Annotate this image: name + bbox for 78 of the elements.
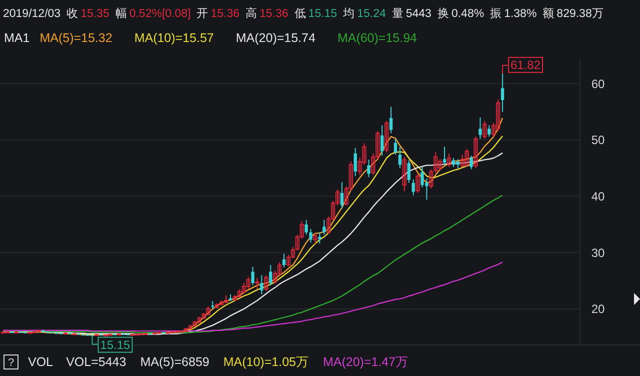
candlestick [246, 276, 250, 290]
y-tick-label: 30 [591, 246, 605, 260]
text: MA(5)=15.32 [40, 31, 112, 45]
text: 1.38% [504, 8, 537, 20]
text: 高 [246, 6, 258, 20]
candlestick [456, 158, 460, 169]
text: 0.48% [451, 8, 484, 20]
candlestick [340, 182, 344, 210]
help-icon: ? [4, 354, 18, 370]
text: 开 [196, 7, 209, 20]
candlestick [398, 146, 402, 169]
candlestick [269, 264, 272, 286]
text: 829.38万 [556, 7, 604, 20]
text: 15.36 [260, 8, 288, 20]
candlestick [482, 120, 487, 140]
candlestick [354, 147, 357, 177]
text: 量 [392, 7, 404, 20]
candlestick [309, 228, 312, 243]
text: MA(20)=1.47万 [322, 355, 409, 369]
text: MA(60)=15.94 [337, 31, 418, 45]
text: 2019/12/03 [3, 8, 61, 20]
text: 61.82 [510, 58, 541, 72]
text: MA(10)=15.57 [134, 31, 214, 45]
candlestick [442, 146, 446, 166]
line-series [2, 194, 504, 334]
y-tick-label: 20 [591, 302, 605, 316]
y-tick-label: 50 [591, 133, 605, 148]
text: 幅 [115, 7, 128, 20]
candlestick [412, 178, 415, 196]
text: 额 [542, 6, 555, 20]
text: 低 [294, 7, 306, 20]
candlestick [367, 159, 370, 178]
candlestick [416, 173, 420, 194]
candlestick [402, 156, 406, 192]
text: 15.24 [357, 8, 386, 20]
candlestick [380, 124, 384, 156]
text: 15.15 [308, 8, 338, 20]
candlestick [318, 232, 322, 244]
candlestick [384, 120, 389, 153]
candlestick [407, 160, 410, 184]
text: 均 [342, 7, 356, 20]
y-tick-label: 40 [591, 190, 605, 204]
candlestick [313, 232, 318, 245]
candlestick [470, 155, 473, 170]
text: 0.52%[0.08] [129, 8, 191, 20]
text: 换 [437, 7, 450, 20]
text: MA(10)=1.05万 [223, 355, 309, 369]
candlestick [251, 266, 254, 286]
candlestick [260, 274, 264, 295]
text: VOL [28, 355, 54, 369]
candlestick [500, 72, 504, 112]
text: 振 [490, 7, 502, 20]
candlestick [282, 253, 286, 268]
text: VOL=5443 [66, 355, 126, 369]
candlestick [446, 153, 452, 168]
text: MA(20)=15.74 [236, 31, 316, 45]
candlestick [255, 277, 260, 290]
candlestick [429, 168, 434, 189]
candlestick [452, 158, 456, 168]
candlestick [322, 219, 326, 236]
annotation: 15.15 [100, 338, 131, 352]
candlestick [488, 124, 491, 138]
line-series [2, 262, 504, 332]
text: 15.35 [80, 8, 110, 20]
text: MA(5)=6859 [140, 355, 210, 369]
candlestick [264, 274, 268, 292]
candlestick [464, 148, 469, 168]
candlestick [474, 136, 478, 169]
text: 收 [66, 7, 79, 20]
text: MA1 [4, 31, 30, 45]
y-tick-label: 60 [591, 76, 605, 91]
text: 5443 [406, 8, 432, 20]
candlestick [304, 219, 308, 236]
candlestick [394, 138, 398, 156]
text: 15.36 [210, 8, 240, 20]
candlestick [434, 152, 438, 174]
candlestick [389, 106, 393, 134]
candlestick [478, 116, 482, 140]
